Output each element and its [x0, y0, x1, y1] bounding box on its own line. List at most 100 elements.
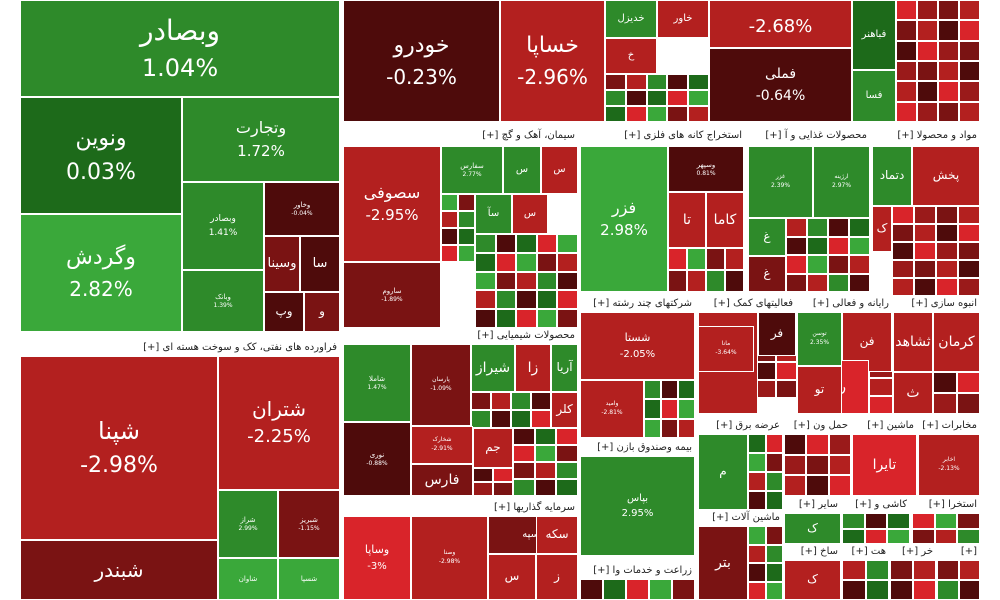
minor-tile[interactable] — [958, 242, 980, 260]
stock-tile[interactable]: شپنا -2.98% — [20, 356, 218, 540]
minor-tile[interactable] — [784, 434, 807, 455]
minor-tile[interactable] — [748, 453, 766, 472]
stock-tile[interactable]: مانا -3.64% — [698, 326, 754, 372]
minor-tile[interactable] — [807, 236, 828, 255]
minor-tile[interactable] — [957, 528, 980, 544]
sector-header[interactable]: کاشی و [+] — [842, 497, 910, 513]
minor-tile[interactable] — [937, 580, 959, 600]
minor-tile[interactable] — [536, 271, 558, 291]
stock-tile[interactable]: فملی -0.64% — [709, 48, 852, 122]
stock-tile[interactable]: وسینا — [264, 236, 300, 292]
sector-header[interactable]: هت [+] — [842, 544, 889, 560]
sector-header[interactable]: رایانه و فعالی [+] — [797, 296, 892, 312]
minor-tile[interactable] — [765, 453, 783, 472]
minor-tile[interactable] — [849, 236, 870, 255]
minor-tile[interactable] — [887, 528, 910, 544]
sector-header[interactable]: سیمان، آهک و گچ [+] — [340, 128, 578, 144]
stock-tile[interactable]: وپ — [264, 292, 304, 332]
minor-tile[interactable] — [896, 40, 917, 61]
minor-tile[interactable] — [441, 228, 458, 245]
sector-header[interactable]: فراورده های نفتی، کک و سوخت هسته ای [+] — [20, 340, 340, 356]
sector-header[interactable]: بیمه وصندوق بازن [+] — [580, 440, 695, 456]
sector-header[interactable]: زراعت و خدمات وا [+] — [580, 563, 695, 579]
minor-tile[interactable] — [688, 74, 709, 90]
minor-tile[interactable] — [678, 418, 695, 438]
minor-tile[interactable] — [896, 61, 917, 82]
stock-tile[interactable]: کلر — [551, 392, 578, 428]
minor-tile[interactable] — [536, 252, 558, 272]
stock-tile[interactable]: تو — [797, 366, 842, 414]
sector-header[interactable]: سایر [+] — [784, 497, 841, 513]
stock-tile[interactable]: شاملا 1.47% — [343, 344, 411, 422]
minor-tile[interactable] — [828, 475, 851, 496]
minor-tile[interactable] — [536, 290, 558, 310]
minor-tile[interactable] — [828, 434, 851, 455]
stock-tile[interactable]: خ — [605, 38, 657, 74]
minor-tile[interactable] — [748, 472, 766, 491]
minor-tile[interactable] — [938, 20, 959, 41]
stock-tile[interactable]: شراز 2.99% — [218, 490, 278, 558]
minor-tile[interactable] — [661, 399, 678, 419]
minor-tile[interactable] — [896, 20, 917, 41]
sector-header[interactable]: سرمایه گذاریها [+] — [340, 500, 578, 516]
minor-tile[interactable] — [936, 206, 958, 224]
minor-tile[interactable] — [475, 252, 496, 272]
minor-tile[interactable] — [441, 211, 458, 228]
minor-tile[interactable] — [784, 454, 807, 476]
minor-tile[interactable] — [495, 290, 517, 310]
minor-tile[interactable] — [896, 101, 917, 122]
minor-tile[interactable] — [890, 560, 913, 580]
minor-tile[interactable] — [516, 290, 537, 310]
minor-tile[interactable] — [491, 410, 511, 428]
minor-tile[interactable] — [748, 544, 766, 563]
minor-tile[interactable] — [933, 372, 957, 393]
minor-tile[interactable] — [493, 482, 513, 496]
minor-tile[interactable] — [605, 106, 626, 122]
minor-tile[interactable] — [475, 271, 496, 291]
stock-tile[interactable]: ثشاهد — [893, 312, 933, 372]
stock-tile[interactable]: سصوفی -2.95% — [343, 146, 441, 262]
minor-tile[interactable] — [934, 513, 958, 529]
minor-tile[interactable] — [516, 309, 537, 328]
stock-tile[interactable]: فزر 2.98% — [580, 146, 668, 292]
stock-tile[interactable]: وتجارت 1.72% — [182, 97, 340, 182]
minor-tile[interactable] — [917, 40, 938, 61]
minor-tile[interactable] — [938, 61, 959, 82]
minor-tile[interactable] — [644, 380, 661, 400]
stock-tile[interactable]: وبصادر 1.04% — [20, 0, 340, 97]
minor-tile[interactable] — [706, 248, 725, 270]
stock-tile[interactable]: م — [698, 434, 748, 510]
minor-tile[interactable] — [914, 206, 936, 224]
stock-tile[interactable]: غ — [748, 218, 786, 256]
minor-tile[interactable] — [917, 20, 938, 41]
stock-tile[interactable]: و — [304, 292, 340, 332]
minor-tile[interactable] — [765, 434, 783, 453]
minor-tile[interactable] — [896, 0, 917, 21]
minor-tile[interactable] — [516, 234, 537, 253]
minor-tile[interactable] — [958, 224, 980, 242]
minor-tile[interactable] — [887, 513, 910, 529]
minor-tile[interactable] — [892, 260, 914, 278]
stock-tile[interactable]: توسن 2.35% — [797, 312, 842, 366]
minor-tile[interactable] — [914, 242, 936, 260]
minor-tile[interactable] — [493, 468, 513, 482]
minor-tile[interactable] — [625, 90, 647, 106]
minor-tile[interactable] — [917, 0, 938, 21]
minor-tile[interactable] — [786, 218, 807, 237]
stock-tile[interactable]: نوری -0.88% — [343, 422, 411, 496]
stock-tile[interactable]: وبانک 1.39% — [182, 270, 264, 332]
stock-tile[interactable]: شخارک -2.91% — [411, 426, 473, 464]
minor-tile[interactable] — [828, 273, 849, 292]
stock-tile[interactable]: سا — [300, 236, 340, 292]
minor-tile[interactable] — [913, 560, 936, 580]
minor-tile[interactable] — [938, 101, 959, 122]
stock-tile[interactable]: شاوان — [218, 558, 278, 600]
stock-tile[interactable]: غزر 2.39% — [748, 146, 813, 218]
sector-header[interactable]: استخرا [+] — [912, 497, 980, 513]
minor-tile[interactable] — [937, 560, 959, 580]
minor-tile[interactable] — [849, 273, 870, 292]
sector-header[interactable]: محصولات شیمیایی [+] — [340, 328, 578, 344]
minor-tile[interactable] — [938, 0, 959, 21]
minor-tile[interactable] — [441, 245, 458, 262]
minor-tile[interactable] — [865, 580, 889, 600]
